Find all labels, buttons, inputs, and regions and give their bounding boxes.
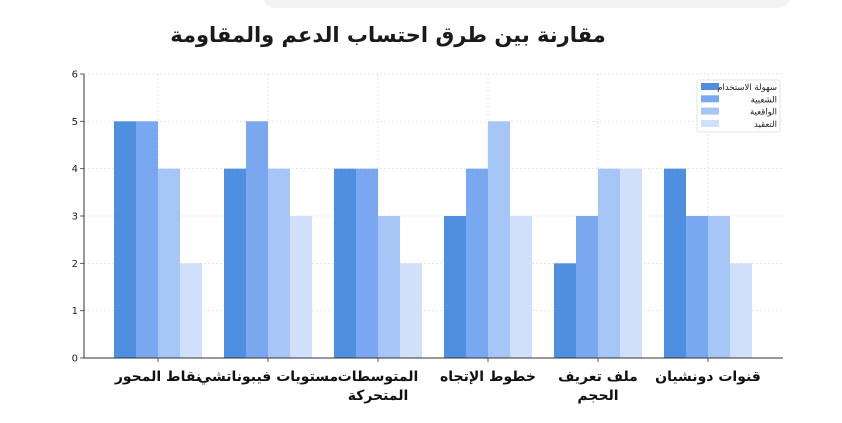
bar bbox=[510, 216, 532, 358]
x-tick-label: المتوسطات bbox=[338, 369, 419, 385]
y-tick-label: 0 bbox=[72, 354, 78, 365]
bar bbox=[444, 216, 466, 358]
bar bbox=[378, 216, 400, 358]
bar bbox=[114, 121, 136, 358]
x-tick-label: المتحركة bbox=[348, 388, 409, 404]
legend-swatch bbox=[701, 119, 719, 127]
legend-label: سهولة الاستخدام bbox=[717, 83, 777, 93]
bars bbox=[114, 121, 752, 358]
bar bbox=[466, 168, 488, 358]
bar bbox=[356, 168, 378, 358]
chart-title: مقارنة بين طرق احتساب الدعم والمقاومة bbox=[170, 23, 606, 47]
y-tick-labels: 0 1 2 3 4 5 6 bbox=[72, 70, 78, 365]
legend-swatch bbox=[701, 95, 719, 103]
bar bbox=[268, 168, 290, 358]
legend-box bbox=[696, 79, 781, 133]
y-tick-label: 2 bbox=[72, 259, 78, 270]
x-tick-label: خطوط الإتجاه bbox=[440, 369, 536, 385]
y-tick-label: 3 bbox=[72, 212, 78, 223]
bar bbox=[334, 168, 356, 358]
bar bbox=[576, 216, 598, 358]
bar bbox=[620, 168, 642, 358]
y-tick-label: 6 bbox=[72, 70, 78, 81]
bar bbox=[730, 263, 752, 358]
x-tick-label: قنوات دونشيان bbox=[655, 369, 761, 385]
bar bbox=[664, 168, 686, 358]
x-tick-label: الحجم bbox=[577, 388, 618, 404]
axes bbox=[80, 73, 783, 362]
bar bbox=[488, 121, 510, 358]
bar bbox=[708, 216, 730, 358]
bar bbox=[290, 216, 312, 358]
bar bbox=[686, 216, 708, 358]
bar bbox=[554, 263, 576, 358]
bar bbox=[180, 263, 202, 358]
legend-swatch bbox=[701, 107, 719, 115]
y-tick-label: 5 bbox=[72, 117, 78, 128]
legend-label: الشعبية bbox=[751, 95, 777, 105]
y-tick-label: 4 bbox=[72, 164, 78, 175]
bar bbox=[136, 121, 158, 358]
x-tick-label: مستويات فيبوناتشي bbox=[198, 369, 338, 385]
bar bbox=[598, 168, 620, 358]
legend-label: الواقعية bbox=[750, 108, 777, 118]
x-tick-label: ملف تعريف bbox=[558, 369, 638, 385]
bar bbox=[400, 263, 422, 358]
bar bbox=[224, 168, 246, 358]
y-tick-label: 1 bbox=[72, 306, 78, 317]
bar bbox=[158, 168, 180, 358]
legend-label: التعقيد bbox=[754, 120, 777, 130]
legend: سهولة الاستخدام الشعبية الواقعية التعقيد bbox=[696, 79, 781, 133]
x-tick-label: نقاط المحور bbox=[114, 369, 201, 385]
legend-swatch bbox=[701, 83, 719, 90]
bar bbox=[246, 121, 268, 358]
top-bar bbox=[262, 0, 792, 8]
